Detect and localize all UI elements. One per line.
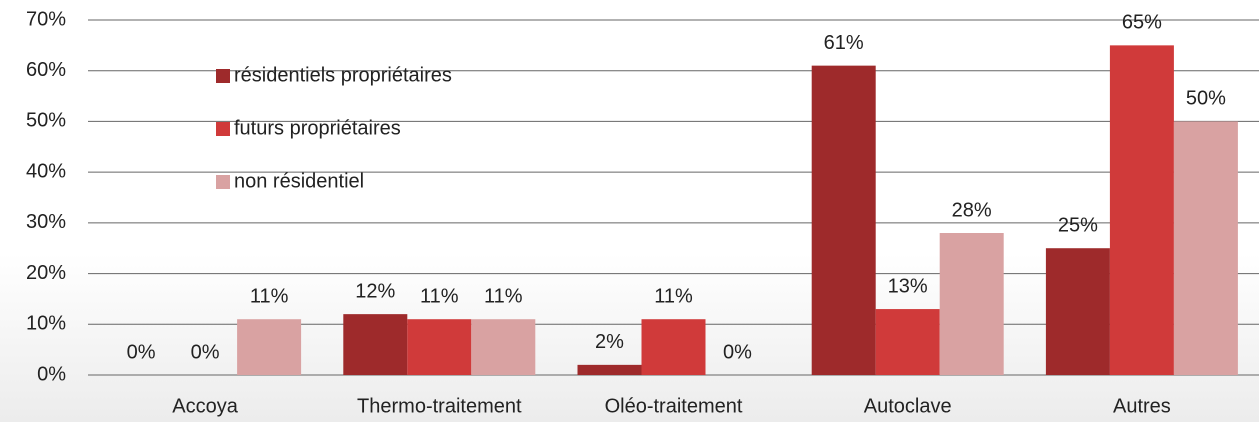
x-tick-label: Autoclave [864,395,952,417]
x-tick-label: Thermo-traitement [357,395,522,417]
bar [1109,45,1174,375]
value-label: 11% [654,285,693,307]
value-label: 0% [191,341,220,363]
value-label: 61% [824,32,864,54]
bar [641,319,706,375]
x-tick-label: Accoya [172,395,238,417]
legend-swatch [216,122,230,136]
value-label: 0% [127,341,156,363]
legend-label: résidentiels propriétaires [234,64,452,86]
value-label: 11% [484,285,523,307]
value-label: 11% [250,285,289,307]
y-tick-label: 20% [26,262,66,284]
legend-swatch [216,69,230,83]
bar [811,65,876,376]
value-label: 11% [420,285,459,307]
y-tick-label: 70% [26,8,66,30]
value-label: 25% [1058,214,1098,236]
value-label: 0% [723,341,752,363]
bar [407,319,472,375]
y-tick-label: 60% [26,59,66,81]
value-label: 12% [355,280,395,302]
bar [1045,248,1110,375]
y-tick-label: 40% [26,160,66,182]
value-label: 50% [1186,88,1226,110]
bar [1173,121,1238,375]
bar [237,319,302,375]
bar [471,319,536,375]
legend-label: futurs propriétaires [234,117,401,139]
x-tick-label: Oléo-traitement [605,395,743,417]
value-label: 28% [952,199,992,221]
y-tick-label: 0% [37,363,66,385]
y-tick-label: 30% [26,211,66,233]
y-tick-label: 10% [26,313,66,335]
bar [577,364,642,375]
x-tick-label: Autres [1113,395,1171,417]
value-label: 2% [595,331,624,353]
value-label: 65% [1122,12,1162,34]
legend-swatch [216,175,230,189]
bar [939,233,1004,375]
bar [875,309,940,375]
bar [343,314,408,375]
y-tick-label: 50% [26,110,66,132]
legend-label: non résidentiel [234,170,364,192]
value-label: 13% [888,275,928,297]
